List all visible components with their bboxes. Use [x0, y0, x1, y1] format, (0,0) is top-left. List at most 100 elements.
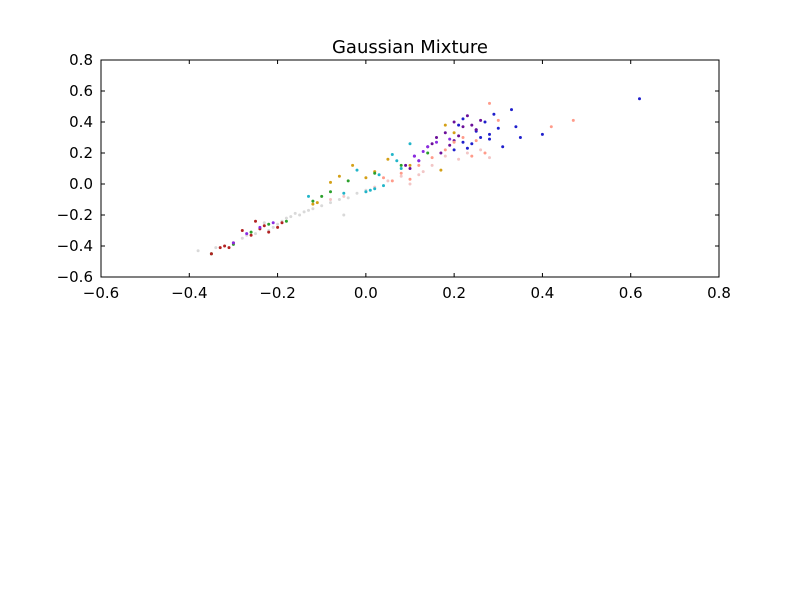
scatter-point: [342, 194, 346, 198]
scatter-point: [231, 241, 235, 245]
scatter-point: [461, 136, 465, 139]
scatter-point: [435, 140, 438, 144]
x-axis: −0.6 −0.4 −0.2 0.0 0.2 0.4 0.6 0.8: [83, 60, 731, 302]
scatter-point: [399, 167, 403, 170]
scatter-point: [430, 142, 434, 146]
scatter-point: [355, 191, 359, 195]
scatter-point: [280, 221, 284, 225]
scatter-point: [364, 190, 368, 194]
scatter-point: [470, 123, 474, 127]
scatter-point: [298, 213, 302, 217]
scatter-point: [443, 123, 447, 127]
scatter-point: [408, 167, 412, 170]
y-tick-label: 0.4: [69, 113, 93, 131]
scatter-point: [382, 176, 385, 180]
scatter-point: [218, 246, 222, 250]
scatter-point: [276, 225, 280, 229]
scatter-point: [443, 154, 447, 158]
scatter-point: [399, 171, 403, 175]
scatter-point: [479, 136, 483, 139]
scatter-point: [258, 225, 262, 229]
scatter-point: [408, 182, 412, 186]
x-tick-label: −0.6: [83, 284, 119, 302]
scatter-point: [390, 153, 394, 156]
scatter-point: [496, 118, 500, 122]
scatter-point: [346, 179, 350, 183]
scatter-point: [245, 232, 249, 236]
scatter-point: [465, 151, 469, 155]
scatter-point: [342, 191, 346, 195]
y-axis: 0.8 0.6 0.4 0.2 0.0 −0.2 −0.4 −0.6: [57, 51, 719, 286]
scatter-point: [452, 148, 456, 152]
scatter-point: [307, 208, 310, 212]
scatter-point: [488, 156, 491, 160]
scatter-point: [448, 143, 452, 147]
scatter-point: [267, 230, 271, 234]
scatter-point: [461, 117, 465, 121]
scatter-point: [461, 125, 465, 129]
y-tick-label: 0.6: [69, 82, 93, 100]
scatter-point: [240, 236, 244, 240]
scatter-point: [386, 179, 390, 183]
scatter-point: [430, 156, 434, 160]
scatter-point: [311, 199, 315, 203]
scatter-point: [254, 219, 257, 223]
scatter-point: [501, 145, 505, 149]
y-tick-label: 0.2: [69, 144, 93, 162]
x-tick-label: 0.0: [354, 284, 378, 302]
scatter-point: [448, 137, 452, 141]
scatter-point: [457, 157, 461, 161]
scatter-point: [404, 163, 408, 167]
y-tick-label: −0.4: [57, 237, 93, 255]
scatter-point: [496, 126, 500, 130]
scatter-point: [284, 219, 288, 223]
scatter-point: [342, 213, 346, 217]
scatter-point: [408, 163, 412, 167]
scatter-point: [337, 174, 341, 178]
scatter-point: [465, 114, 469, 118]
scatter-point: [430, 163, 434, 167]
scatter-point: [249, 233, 253, 237]
scatter-point: [421, 170, 425, 174]
scatter-point: [479, 148, 483, 152]
scatter-point: [382, 184, 385, 188]
scatter-point: [540, 132, 544, 136]
scatter-point: [571, 118, 575, 122]
scatter-point: [271, 221, 275, 225]
scatter-point: [262, 221, 266, 225]
plot-frame: [100, 59, 720, 278]
scatter-point: [240, 229, 244, 232]
scatter-point: [329, 201, 332, 205]
scatter-point: [214, 246, 218, 250]
scatter-point: [311, 202, 315, 206]
scatter-point: [399, 174, 403, 178]
scatter-point: [417, 159, 421, 163]
scatter-point: [479, 118, 483, 122]
scatter-point: [474, 128, 478, 132]
scatter-point: [390, 179, 394, 183]
scatter-point: [457, 123, 461, 127]
x-tick-label: 0.8: [707, 284, 731, 302]
scatter-point: [320, 194, 324, 198]
scatter-point: [329, 180, 332, 184]
scatter-point: [377, 173, 381, 177]
scatter-point: [196, 249, 200, 253]
scatter-point: [355, 168, 359, 172]
scatter-point: [373, 187, 377, 191]
scatter-point: [311, 207, 315, 211]
scatter-point: [439, 168, 443, 172]
scatter-point: [351, 163, 355, 167]
scatter-point: [435, 136, 438, 139]
scatter-point: [254, 232, 257, 236]
scatter-point: [386, 157, 390, 161]
scatter-point: [368, 188, 372, 192]
scatter-point: [483, 120, 487, 124]
scatter-point: [470, 142, 474, 146]
scatter-point: [373, 171, 377, 175]
scatter-point: [307, 194, 310, 198]
scatter-point: [452, 131, 456, 135]
scatter-point: [284, 216, 288, 220]
scatter-point: [470, 154, 474, 158]
scatter-point: [249, 230, 253, 234]
y-tick-label: 0.8: [69, 51, 93, 69]
